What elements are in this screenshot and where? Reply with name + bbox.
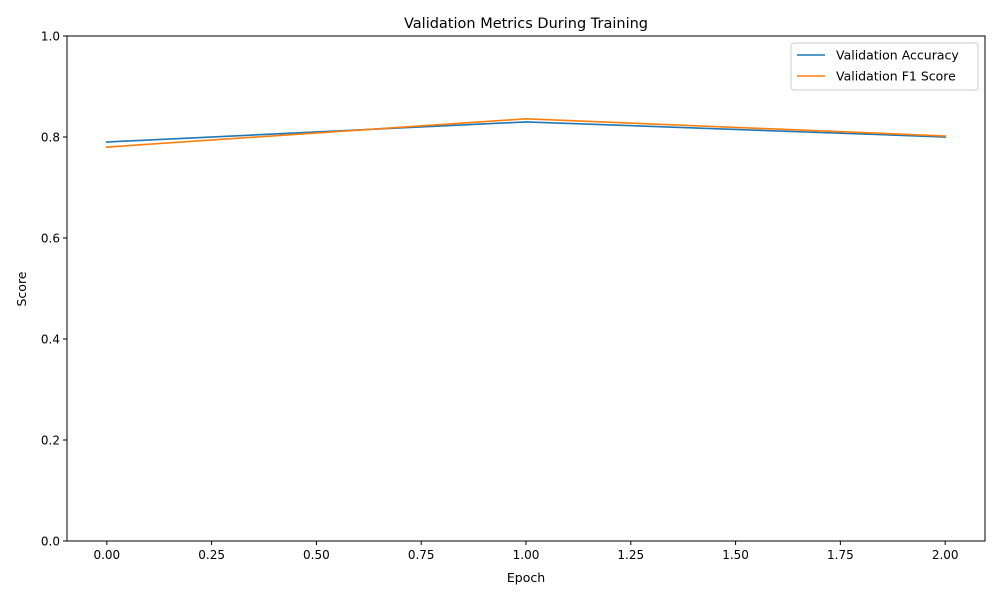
- legend-box: [790, 42, 979, 91]
- series-layer: [105, 118, 947, 148]
- y-tick-label: 0.4: [41, 333, 60, 347]
- y-tick-label: 0.6: [41, 232, 60, 246]
- ticks-layer: 0.00 0.25 0.50 0.75 1.00 1.25 1.50 1.75 2.00 0.0 0…: [41, 30, 959, 563]
- legend: Validation Accuracy Validation F1 Score: [790, 42, 979, 91]
- y-tick-label: 0.8: [41, 131, 60, 145]
- y-tick-label: 0.2: [41, 434, 60, 448]
- legend-label: Validation F1 Score: [836, 69, 956, 84]
- x-tick-label: 0.75: [408, 548, 435, 562]
- x-tick-label: 1.75: [827, 548, 854, 562]
- y-tick-label: 1.0: [41, 30, 60, 44]
- series-line-1: [105, 121, 947, 143]
- x-tick-label: 1.50: [722, 548, 749, 562]
- x-tick-label: 0.00: [93, 548, 120, 562]
- series-line-2: [105, 118, 947, 148]
- x-tick-label: 0.25: [198, 548, 225, 562]
- y-axis-label: Score: [14, 271, 29, 306]
- x-tick-label: 2.00: [932, 548, 959, 562]
- x-tick-label: 1.25: [617, 548, 644, 562]
- x-tick-label: 0.50: [303, 548, 330, 562]
- x-axis-label: Epoch: [507, 570, 545, 585]
- x-tick-label: 1.00: [513, 548, 540, 562]
- legend-label: Validation Accuracy: [836, 48, 959, 63]
- chart-title: Validation Metrics During Training: [404, 16, 648, 32]
- y-tick-label: 0.0: [41, 535, 60, 549]
- plot-frame: [66, 35, 986, 542]
